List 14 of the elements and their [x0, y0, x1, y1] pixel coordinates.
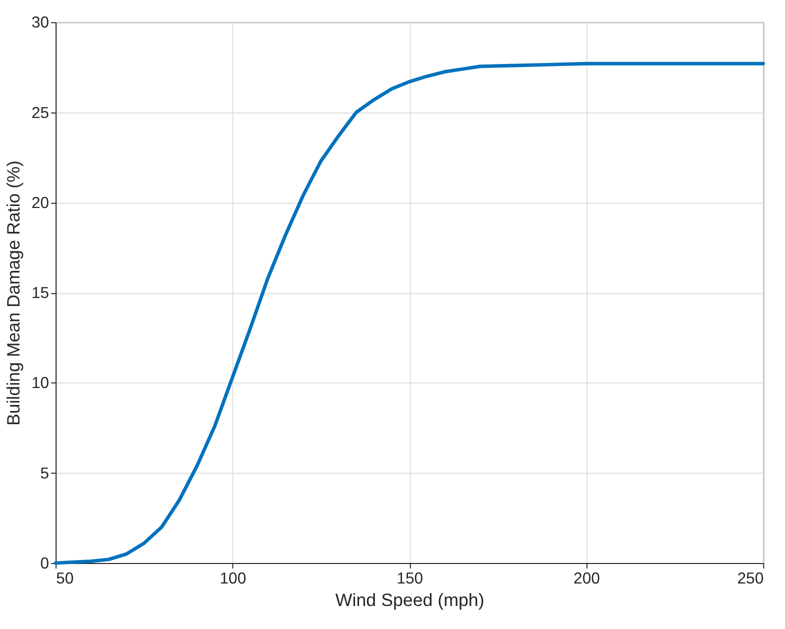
y-tick-label: 20 [31, 194, 50, 212]
y-tick-label: 15 [31, 285, 50, 302]
x-axis-title: Wind Speed (mph) [335, 590, 484, 610]
y-axis-title: Building Mean Damage Ratio (%) [4, 160, 24, 426]
x-tick-label: 150 [396, 570, 424, 588]
x-tick-label: 250 [737, 570, 764, 588]
y-tick-label: 0 [40, 556, 50, 573]
y-tick-label: 10 [31, 375, 50, 392]
y-tick-label: 25 [31, 104, 50, 122]
y-tick-label: 5 [40, 465, 50, 482]
x-tick-label: 200 [574, 570, 600, 588]
x-tick-label: 100 [220, 570, 246, 588]
x-tick-label: 50 [56, 570, 74, 588]
y-tick-label: 30 [31, 14, 50, 32]
